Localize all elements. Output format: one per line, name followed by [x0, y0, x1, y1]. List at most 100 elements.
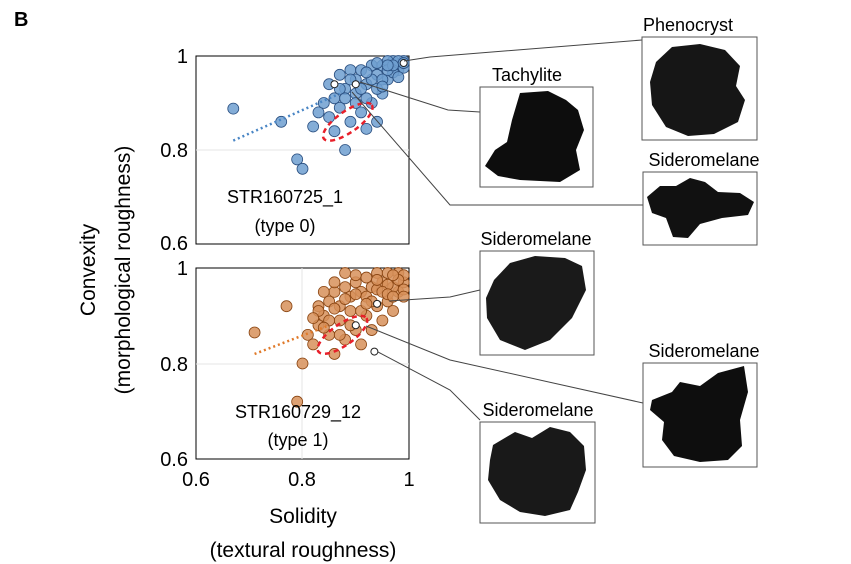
grain-sideromelane-bottom: Sideromelane: [479, 400, 596, 524]
scatter-point: [371, 274, 383, 286]
trend-line: [254, 324, 330, 356]
y-tick-top-1: 1: [177, 46, 188, 68]
y-tick-bottom-0.8: 0.8: [160, 354, 188, 376]
scatter-point: [333, 101, 346, 114]
scatter-point: [349, 288, 362, 301]
type-label-bottom: (type 1): [267, 430, 328, 450]
scatter-point: [339, 281, 352, 294]
grain-shape-phenocryst: [650, 44, 745, 136]
scatter-point: [360, 92, 373, 105]
cluster-ellipse: [316, 314, 369, 356]
grain-label-sideromelane-top-right: Sideromelane: [648, 150, 759, 170]
scatter-point: [296, 357, 309, 370]
scatter-point: [328, 276, 341, 289]
grain-shape-sideromelane-bottom: [488, 427, 586, 516]
grain-label-sideromelane-right: Sideromelane: [648, 341, 759, 361]
scatter-point: [339, 144, 352, 156]
scatter-point: [360, 297, 373, 310]
grain-shape-sideromelane-right: [650, 366, 748, 462]
connector-lines: [351, 39, 644, 421]
scatter-point: [248, 326, 261, 339]
scatter-point: [387, 269, 399, 282]
grain-sideromelane-middle: Sideromelane: [479, 229, 595, 356]
highlighted-point: [399, 59, 408, 68]
x-tick-1: 1: [403, 469, 414, 491]
bottom-overlays: [254, 299, 382, 356]
sample-label-top: STR160725_1: [227, 187, 343, 208]
scatter-point: [371, 57, 383, 69]
scatter-point: [307, 120, 320, 133]
connector-sideromelane-bottom: [377, 351, 481, 421]
grain-sideromelane-right: Sideromelane: [642, 341, 760, 468]
scatter-point: [376, 80, 389, 93]
scatter-point: [355, 338, 367, 351]
x-axis-title-sub: (textural roughness): [210, 539, 397, 562]
scatter-point: [349, 269, 362, 282]
grain-phenocryst: Phenocryst: [641, 15, 758, 141]
sample-label-bottom: STR160729_12: [235, 402, 361, 423]
connector-sideromelane-top: [351, 91, 643, 206]
grain-shape-sideromelane-middle: [486, 256, 586, 350]
highlighted-point: [330, 80, 339, 89]
scatter-point: [392, 71, 405, 84]
grain-tachylite: Tachylite: [479, 65, 594, 188]
highlighted-point: [373, 299, 382, 308]
scatter-point: [312, 106, 325, 119]
scatter-point: [296, 162, 309, 175]
scatter-point: [387, 305, 399, 317]
scatter-point: [280, 300, 293, 313]
scatter-point: [317, 285, 330, 298]
scatter-point: [339, 267, 352, 279]
x-tick-0.8: 0.8: [288, 469, 316, 491]
scatter-point: [381, 59, 394, 72]
x-axis-title: Solidity: [269, 505, 337, 528]
grain-label-phenocryst: Phenocryst: [643, 15, 733, 35]
connector-tachylite: [359, 81, 481, 113]
scatter-point: [291, 153, 304, 166]
scatter-point: [328, 302, 341, 315]
top-overlays: [232, 59, 408, 142]
grain-shape-sideromelane-top-right: [647, 178, 754, 238]
connector-sideromelane-right: [365, 325, 644, 404]
connector-sideromelane-middle: [388, 289, 481, 302]
scatter-point: [328, 125, 341, 138]
y-tick-bottom-1: 1: [177, 258, 188, 280]
highlighted-point: [351, 80, 360, 89]
scatter-point: [333, 328, 346, 341]
scatter-point: [227, 102, 240, 115]
type-label-top: (type 0): [254, 216, 315, 236]
scatter-point: [360, 66, 373, 79]
grain-label-sideromelane-bottom: Sideromelane: [482, 400, 593, 420]
scatter-point: [307, 312, 320, 325]
connector-phenocryst: [403, 39, 643, 62]
highlighted-point: [351, 321, 360, 330]
scatter-point: [333, 68, 346, 81]
highlighted-point: [370, 347, 379, 356]
grain-sideromelane-top-right: Sideromelane: [642, 150, 760, 246]
grain-shape-tachylite: [485, 91, 584, 182]
scatter-point: [344, 305, 357, 317]
y-tick-top-0.8: 0.8: [160, 140, 188, 162]
scatter-point: [339, 293, 352, 305]
scatter-panel-top: 1 0.8 0.6 STR160725_1 (type 0): [160, 46, 410, 255]
scatter-point: [344, 115, 357, 128]
grain-label-sideromelane-middle: Sideromelane: [480, 229, 591, 249]
scatter-point: [376, 314, 389, 327]
scatter-point: [360, 122, 373, 135]
y-tick-bottom-0.6: 0.6: [160, 449, 188, 471]
x-tick-0.6: 0.6: [182, 469, 210, 491]
panel-label: B: [14, 9, 28, 31]
scatter-point: [317, 321, 330, 334]
grain-label-tachylite: Tachylite: [492, 65, 562, 85]
scatter-point: [307, 338, 320, 351]
scatter-point: [339, 92, 352, 105]
y-axis-title-sub: (morphological roughness): [112, 146, 135, 395]
y-tick-top-0.6: 0.6: [160, 233, 188, 255]
scatter-point: [323, 111, 336, 123]
scatter-point: [291, 395, 304, 408]
scatter-point: [355, 106, 367, 119]
y-axis-title: Convexity: [77, 223, 100, 316]
cluster-ellipse: [321, 101, 374, 142]
scatter-point: [317, 97, 330, 109]
